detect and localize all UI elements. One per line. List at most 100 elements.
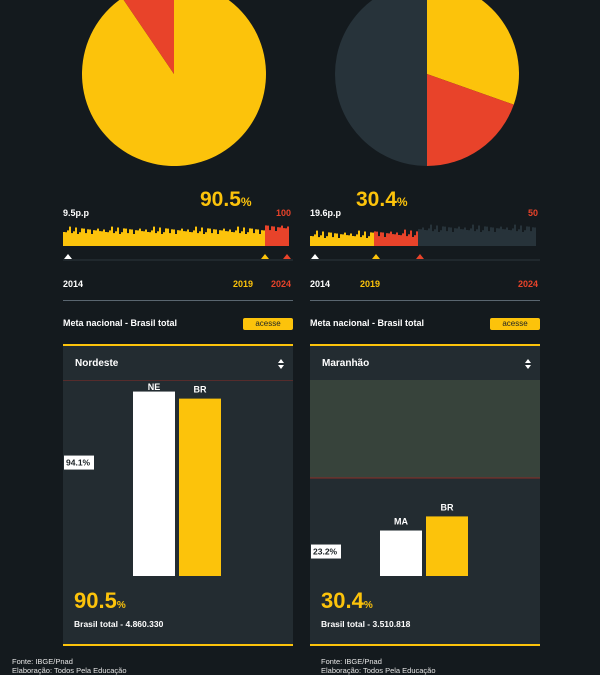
timeline-bar	[107, 232, 109, 246]
brasil-percent-value: 30.4	[321, 588, 364, 613]
timeline-bar	[444, 226, 446, 246]
timeline-bar	[81, 228, 83, 246]
timeline-bar	[75, 227, 77, 246]
timeline-bar	[119, 234, 121, 246]
timeline-bar	[448, 227, 450, 246]
timeline-bar	[197, 233, 199, 246]
timeline-bar	[221, 230, 223, 246]
timeline-bar	[251, 228, 253, 246]
timeline-bar	[442, 226, 444, 246]
timeline-bar	[430, 224, 432, 246]
timeline-bar	[199, 231, 201, 246]
timeline-bar	[85, 233, 87, 246]
timeline-bar	[151, 230, 153, 246]
timeline-bar	[506, 227, 508, 246]
timeline-bar	[269, 230, 271, 246]
timeline-bar	[239, 233, 241, 246]
timeline-bar	[281, 225, 283, 246]
timeline-bar	[360, 237, 362, 246]
points-label: 9.5p.p	[63, 208, 90, 218]
timeline-bar	[394, 234, 396, 246]
timeline-bar	[330, 232, 332, 246]
timeline-bar	[167, 228, 169, 246]
timeline-bar	[161, 234, 163, 246]
timeline-bar	[87, 229, 89, 246]
timeline-bar	[396, 232, 398, 246]
timeline-bar	[468, 230, 470, 246]
timeline-bar	[328, 232, 330, 246]
timeline-bar	[374, 231, 376, 246]
main-percent-unit: %	[396, 195, 408, 209]
timeline-bar	[245, 234, 247, 246]
timeline-bar	[476, 229, 478, 246]
region-select[interactable]: Maranhão	[310, 346, 540, 380]
timeline-bar	[436, 225, 438, 246]
timeline-bar	[111, 226, 113, 246]
credits-line: Elaboração: Todos Pela Educação	[321, 666, 436, 675]
timeline-bar	[452, 232, 454, 246]
timeline-bar	[378, 236, 380, 246]
progress-timeline-left	[63, 225, 293, 261]
timeline-bar	[352, 236, 354, 246]
timeline-bar	[492, 227, 494, 246]
access-button[interactable]: acesse	[490, 318, 540, 330]
region-bar-chart: NE BR 94.1%	[63, 380, 293, 576]
pie-chart-right	[335, 0, 519, 166]
source-line: Fonte: IBGE/Pnad	[12, 657, 73, 666]
goal-label: 100	[275, 208, 291, 218]
timeline-bar	[512, 228, 514, 246]
access-button[interactable]: acesse	[243, 318, 293, 330]
timeline-bar	[233, 232, 235, 246]
timeline-bar	[450, 227, 452, 246]
bar-label: MA	[394, 517, 408, 527]
timeline-bar	[482, 230, 484, 246]
timeline-bar	[486, 226, 488, 246]
timeline-bar	[273, 226, 275, 246]
timeline-bar	[123, 228, 125, 246]
timeline-bar	[400, 235, 402, 246]
timeline-bar	[181, 228, 183, 246]
timeline-bar	[528, 226, 530, 246]
bar-label: NE	[148, 382, 161, 392]
timeline-bar	[372, 232, 374, 246]
timeline-bar	[478, 225, 480, 246]
timeline-bar	[257, 229, 259, 246]
region-select[interactable]: Nordeste	[63, 346, 293, 380]
timeline-bar	[474, 231, 476, 246]
timeline-bar	[155, 233, 157, 246]
timeline-bar	[195, 226, 197, 246]
timeline-bar	[279, 227, 281, 246]
timeline-bar	[231, 232, 233, 246]
timeline-bar	[410, 230, 412, 246]
year-end: 2024	[518, 279, 539, 289]
timeline-bar	[336, 233, 338, 246]
timeline-bar	[97, 228, 99, 246]
timeline-marker	[416, 254, 424, 259]
timeline-bar	[73, 231, 75, 246]
timeline-bar	[418, 229, 420, 246]
timeline-bar	[247, 232, 249, 246]
timeline-bar	[310, 236, 312, 246]
timeline-bar	[255, 229, 257, 246]
timeline-bar	[438, 232, 440, 246]
timeline-bar	[454, 228, 456, 246]
timeline-bar	[205, 232, 207, 246]
goal-zone	[310, 380, 540, 478]
timeline-bar	[137, 230, 139, 246]
timeline-bar	[171, 229, 173, 246]
timeline-bar	[362, 235, 364, 246]
timeline-bar	[165, 228, 167, 246]
timeline-bar	[314, 234, 316, 246]
year-mid: 2019	[360, 279, 381, 289]
timeline-bar	[153, 226, 155, 246]
timeline-bar	[344, 232, 346, 246]
timeline-bar	[177, 230, 179, 246]
timeline-bar	[494, 232, 496, 246]
brasil-percent-value: 90.5	[74, 588, 117, 613]
timeline-bar	[83, 228, 85, 246]
timeline-bar	[416, 231, 418, 246]
timeline-bar	[488, 231, 490, 246]
timeline-bar	[406, 236, 408, 246]
timeline-bar	[65, 232, 67, 246]
timeline-bar	[404, 229, 406, 246]
